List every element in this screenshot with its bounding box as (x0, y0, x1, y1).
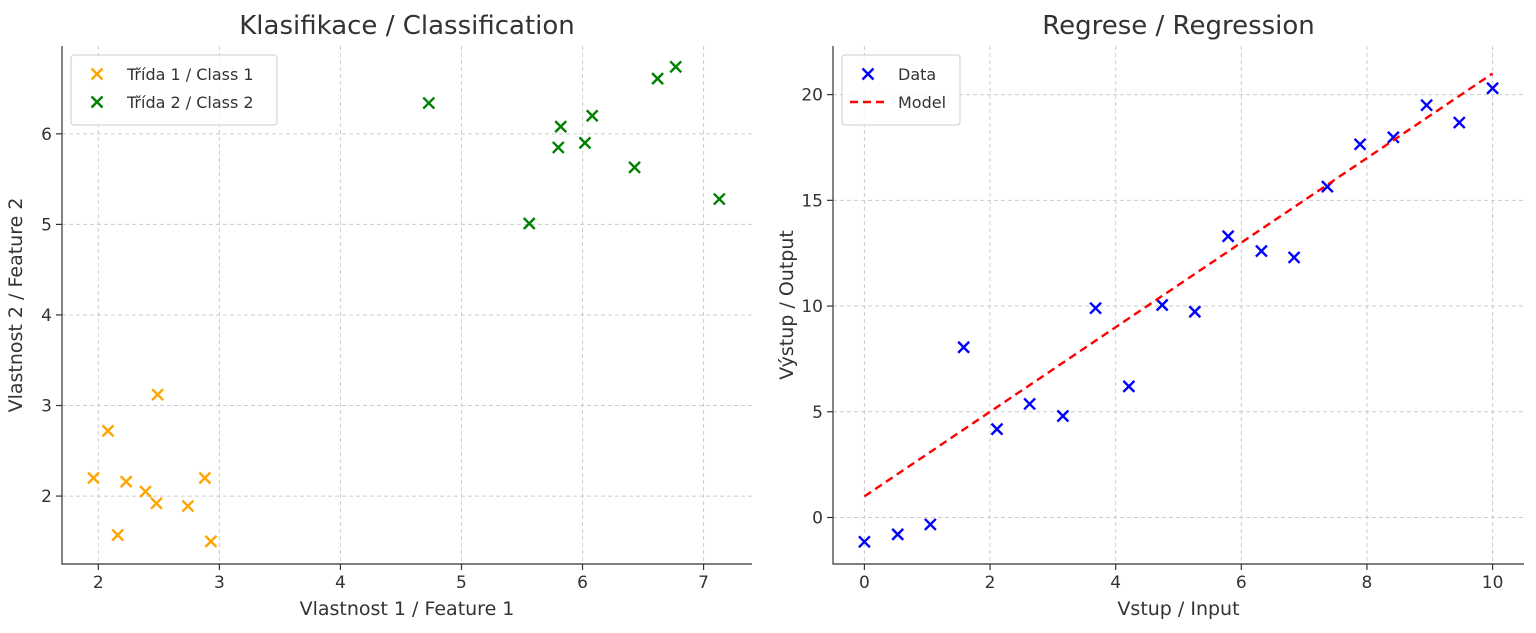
legend-box (841, 54, 961, 126)
legend-entry: Data (898, 65, 936, 84)
data-point (578, 136, 592, 150)
chart-title: Regrese / Regression (1042, 11, 1315, 41)
data-point (712, 192, 726, 206)
x-tick-label: 4 (335, 573, 346, 593)
series-1 (858, 81, 1499, 549)
data-point (111, 528, 125, 542)
legend: Data Model (841, 54, 961, 126)
series-2 (422, 60, 726, 230)
series-1 (87, 388, 218, 548)
data-point (554, 120, 568, 133)
legend-entry: Třída 2 / Class 2 (126, 93, 254, 112)
legend-marker-icon (861, 67, 875, 81)
y-tick-label: 6 (41, 125, 52, 145)
data-point (422, 96, 436, 110)
data-point (204, 535, 218, 548)
classification-panel: 2 3 4 5 6 7 2 3 4 5 6 Klasifikace / Classification V… (5, 11, 752, 620)
data-point (924, 518, 937, 531)
x-tick-label: 6 (1236, 573, 1247, 593)
y-tick-label: 0 (812, 508, 823, 528)
y-tick-label: 15 (801, 191, 823, 211)
x-tick-label: 3 (214, 573, 225, 593)
x-tick-label: 2 (985, 573, 996, 593)
data-point (139, 485, 152, 498)
x-tick-label: 8 (1362, 573, 1373, 593)
data-point (198, 471, 212, 485)
data-point (1155, 298, 1169, 312)
data-point (669, 60, 683, 74)
y-tick-label: 5 (812, 403, 823, 423)
data-point (891, 528, 905, 541)
data-point (990, 422, 1004, 436)
legend-marker-icon (90, 95, 104, 109)
legend-entry: Model (898, 93, 946, 112)
legend-box (70, 54, 278, 126)
model-line (863, 72, 1494, 498)
axis-spine (832, 46, 1524, 565)
y-axis-label: Výstup / Output (776, 230, 798, 380)
data-point (1188, 305, 1202, 319)
x-tick-label: 7 (698, 573, 709, 593)
x-axis-label: Vstup / Input (1117, 598, 1239, 620)
data-point (151, 388, 164, 402)
data-point (858, 535, 871, 549)
data-point (1353, 137, 1367, 151)
data-point (87, 471, 100, 485)
x-axis-label: Vlastnost 1 / Feature 1 (300, 598, 515, 620)
data-point (1056, 409, 1070, 423)
data-point (585, 109, 599, 123)
data-point (1255, 244, 1268, 258)
data-point (1386, 130, 1400, 144)
data-point (1287, 251, 1301, 264)
x-tick-label: 2 (93, 573, 104, 593)
data-point (101, 424, 115, 438)
data-point (522, 217, 536, 230)
legend-entry: Třída 1 / Class 1 (126, 65, 254, 84)
legend-marker-icon (90, 67, 104, 81)
series-2 (863, 72, 1494, 498)
data-point (1486, 81, 1499, 95)
data-point (957, 340, 971, 354)
data-point (150, 496, 163, 510)
legend: Třída 1 / Class 1 Třída 2 / Class 2 (70, 54, 278, 126)
chart-title: Klasifikace / Classification (239, 11, 575, 41)
data-point (628, 161, 641, 174)
data-point (1122, 380, 1136, 393)
y-tick-label: 3 (41, 397, 52, 417)
y-tick-label: 4 (41, 306, 52, 326)
data-point (1023, 397, 1036, 411)
y-tick-label: 2 (41, 487, 52, 507)
data-point (1420, 98, 1433, 112)
x-tick-label: 0 (859, 573, 870, 593)
data-point (1452, 116, 1466, 129)
x-tick-label: 10 (1482, 573, 1504, 593)
y-axis-label: Vlastnost 2 / Feature 2 (5, 198, 27, 413)
y-tick-label: 5 (41, 215, 52, 235)
regression-panel: 0 2 4 6 8 10 0 5 10 15 20 Regrese / Regression Vstup… (776, 11, 1524, 620)
y-tick-label: 20 (801, 86, 823, 106)
data-point (119, 475, 133, 488)
x-tick-label: 5 (456, 573, 467, 593)
data-point (551, 141, 565, 154)
data-point (1089, 301, 1102, 315)
x-tick-label: 6 (577, 573, 588, 593)
y-tick-label: 10 (801, 297, 823, 317)
x-tick-label: 4 (1110, 573, 1121, 593)
data-point (1221, 229, 1235, 243)
data-point (181, 499, 195, 513)
axis-spine (61, 46, 752, 565)
data-point (651, 72, 664, 85)
